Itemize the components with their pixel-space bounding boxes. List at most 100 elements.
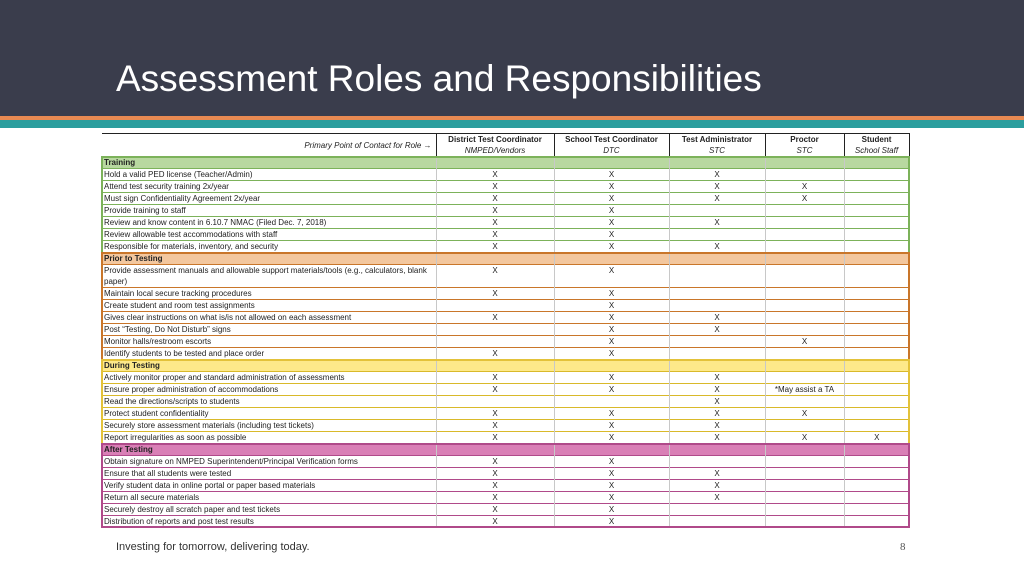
mark-cell: X	[435, 419, 554, 432]
task-cell: Ensure that all students were tested	[102, 467, 436, 480]
mark-cell: X	[435, 216, 554, 229]
mark-cell	[843, 347, 909, 360]
mark-cell	[843, 323, 909, 336]
mark-cell: X	[668, 491, 765, 504]
mark-cell	[843, 228, 909, 241]
mark-cell	[843, 240, 909, 253]
section-after: After Testing Obtain signature on NMPED S…	[101, 442, 910, 528]
table-row: Gives clear instructions on what is/is n…	[102, 311, 909, 324]
table-row: Review allowable test accommodations wit…	[102, 228, 909, 241]
table-row: Verify student data in online portal or …	[102, 479, 909, 492]
mark-cell	[764, 479, 844, 492]
mark-cell	[435, 395, 554, 408]
role-header-student: Student School Staff	[843, 133, 910, 157]
mark-cell: X	[435, 455, 554, 468]
task-cell: Gives clear instructions on what is/is n…	[102, 311, 436, 324]
mark-cell: X	[668, 240, 765, 253]
mark-cell: X	[553, 216, 669, 229]
section-header-cell	[435, 156, 554, 169]
mark-cell	[668, 515, 765, 527]
mark-cell	[668, 264, 765, 288]
mark-cell	[764, 323, 844, 336]
mark-cell	[668, 204, 765, 217]
table-row: Monitor halls/restroom escorts X X	[102, 335, 909, 348]
roles-table: Primary Point of Contact for Role → Dist…	[101, 133, 910, 528]
mark-cell	[764, 240, 844, 253]
section-header-cell	[668, 359, 765, 372]
task-cell: Provide training to staff	[102, 204, 436, 217]
task-cell: Responsible for materials, inventory, an…	[102, 240, 436, 253]
mark-cell: X	[764, 192, 844, 205]
section-prior: Prior to Testing Provide assessment manua…	[101, 251, 910, 361]
mark-cell	[435, 335, 554, 348]
mark-cell: X	[668, 180, 765, 193]
task-cell: Return all secure materials	[102, 491, 436, 504]
mark-cell: X	[553, 180, 669, 193]
mark-cell	[843, 299, 909, 312]
mark-cell	[553, 395, 669, 408]
mark-cell: X	[764, 431, 844, 444]
table-row: Read the directions/scripts to students X	[102, 395, 909, 408]
mark-cell	[764, 347, 844, 360]
section-header-cell	[764, 156, 844, 169]
mark-cell: X	[553, 240, 669, 253]
mark-cell: X	[553, 371, 669, 384]
task-cell: Must sign Confidentiality Agreement 2x/y…	[102, 192, 436, 205]
task-cell: Attend test security training 2x/year	[102, 180, 436, 193]
mark-cell: X	[553, 479, 669, 492]
role-header-proctor: Proctor STC	[764, 133, 845, 157]
mark-cell: X	[553, 407, 669, 420]
section-header-cell	[435, 359, 554, 372]
mark-cell: X	[668, 407, 765, 420]
mark-cell: X	[435, 383, 554, 396]
section-header-cell	[764, 359, 844, 372]
mark-cell	[764, 515, 844, 527]
section-title: Training	[102, 156, 436, 169]
section-header-cell	[553, 156, 669, 169]
mark-cell	[668, 228, 765, 241]
mark-cell: X	[668, 467, 765, 480]
task-cell: Create student and room test assignments	[102, 299, 436, 312]
mark-cell: X	[553, 491, 669, 504]
task-cell: Monitor halls/restroom escorts	[102, 335, 436, 348]
mark-cell: X	[435, 515, 554, 527]
mark-cell: X	[553, 347, 669, 360]
section-header-cell	[764, 443, 844, 456]
table-row: Review and know content in 6.10.7 NMAC (…	[102, 216, 909, 229]
table-row: Obtain signature on NMPED Superintendent…	[102, 455, 909, 468]
task-cell: Post “Testing, Do Not Disturb” signs	[102, 323, 436, 336]
section-header-cell	[435, 252, 554, 265]
mark-cell	[764, 419, 844, 432]
mark-cell: X	[435, 503, 554, 516]
mark-cell: X	[553, 419, 669, 432]
table-row: Post “Testing, Do Not Disturb” signs X X	[102, 323, 909, 336]
mark-cell	[764, 503, 844, 516]
mark-cell: X	[435, 371, 554, 384]
section-during: During Testing Actively monitor proper an…	[101, 358, 910, 445]
mark-cell	[843, 455, 909, 468]
mark-cell	[843, 204, 909, 217]
section-training: Training Hold a valid PED license (Teache…	[101, 155, 910, 254]
section-header-cell	[668, 252, 765, 265]
mark-cell	[843, 515, 909, 527]
title-bar: Assessment Roles and Responsibilities	[0, 0, 1024, 116]
mark-cell: X	[843, 431, 909, 444]
task-cell: Identify students to be tested and place…	[102, 347, 436, 360]
mark-cell: X	[553, 467, 669, 480]
mark-cell: X	[553, 264, 669, 288]
accent-stripe-teal	[0, 120, 1024, 128]
mark-cell: *May assist a TA	[764, 383, 844, 396]
mark-cell	[843, 311, 909, 324]
mark-cell	[668, 299, 765, 312]
mark-cell: X	[553, 204, 669, 217]
mark-cell	[764, 467, 844, 480]
task-cell: Distribution of reports and post test re…	[102, 515, 436, 527]
mark-cell: X	[435, 204, 554, 217]
table-row: Responsible for materials, inventory, an…	[102, 240, 909, 253]
mark-cell: X	[764, 335, 844, 348]
mark-cell: X	[668, 168, 765, 181]
task-cell: Securely destroy all scratch paper and t…	[102, 503, 436, 516]
mark-cell: X	[553, 335, 669, 348]
table-row: Identify students to be tested and place…	[102, 347, 909, 360]
table-row: Create student and room test assignments…	[102, 299, 909, 312]
